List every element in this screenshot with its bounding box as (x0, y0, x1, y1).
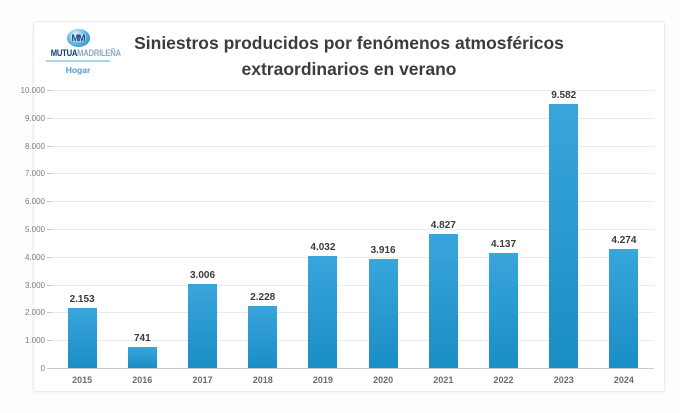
logo-subbrand: Hogar (65, 65, 91, 75)
x-axis-label-2018: 2018 (252, 375, 273, 385)
bar-group-2020: 3.916 (353, 90, 413, 368)
y-axis-label-2.000: 2.000 (24, 308, 45, 318)
bar-2021 (428, 233, 458, 368)
bar-group-2023: 9.582 (534, 90, 594, 368)
x-axis-label-2016: 2016 (132, 375, 153, 385)
x-axis-label-2023: 2023 (553, 375, 574, 385)
x-axis-labels: 2015 2016 2017 2018 2019 2020 2021 2022 2023 2024 (52, 375, 654, 385)
y-axis-label-6.000: 6.000 (24, 197, 45, 207)
bar-value-label-2019: 4.032 (310, 241, 336, 253)
y-axis-label-0: 0 (40, 364, 45, 373)
y-axis-label-8.000: 8.000 (24, 141, 45, 151)
y-tick-mark (47, 145, 52, 147)
bar-value-label-2021: 4.827 (430, 219, 456, 231)
bar-2023 (549, 104, 579, 368)
bars: 2.153 741 3.006 2.228 4.032 3.916 4.827 4.137 9.… (52, 90, 654, 368)
y-axis-label-4.000: 4.000 (24, 252, 45, 262)
x-axis-label-2019: 2019 (312, 375, 333, 385)
x-axis-label-2020: 2020 (373, 375, 394, 385)
y-tick-mark (47, 173, 52, 175)
x-axis-label-2022: 2022 (493, 375, 514, 385)
y-tick-mark (47, 340, 52, 342)
gridline-5.000: 5.000 (25, 225, 654, 234)
bar-2017 (188, 284, 217, 368)
bar-2016 (127, 347, 157, 368)
chart-title-line-2: extraordinarios en verano (241, 59, 457, 79)
bar-group-2015: 2.153 (52, 90, 112, 368)
bar-group-2019: 4.032 (293, 90, 353, 368)
gridline-7.000: 7.000 (25, 169, 654, 178)
y-tick-mark (47, 229, 52, 230)
bar-group-2021: 4.827 (413, 90, 473, 368)
logo-divider-line (46, 60, 110, 62)
mm-globe-icon: MM (66, 29, 90, 47)
logo-brand-name: MUTUAMADRILEÑA (50, 48, 121, 58)
bar-2015 (67, 308, 97, 368)
bar-value-label-2015: 2.153 (69, 294, 95, 306)
gridline-0: 0 (41, 364, 654, 373)
bar-value-label-2017: 3.006 (189, 270, 216, 282)
y-axis-label-3.000: 3.000 (24, 280, 45, 290)
bar-group-2018: 2.228 (233, 90, 293, 368)
x-axis-label-2015: 2015 (72, 375, 93, 385)
bar-2020 (368, 259, 398, 368)
bar-2024 (609, 249, 639, 368)
gridline-3.000: 3.000 (25, 281, 654, 290)
bar-group-2022: 4.137 (473, 90, 533, 368)
y-axis-label-9.000: 9.000 (24, 113, 45, 123)
bar-group-2024: 4.274 (594, 90, 654, 368)
y-tick-mark (47, 284, 52, 286)
mm-monogram: MM (71, 33, 86, 43)
gridline-6.000: 6.000 (25, 197, 654, 206)
y-tick-mark (47, 312, 52, 314)
bar-value-label-2023: 9.582 (551, 90, 577, 101)
chart-title: Siniestros producidos por fenómenos atmo… (34, 30, 664, 82)
bar-value-label-2018: 2.228 (250, 292, 276, 304)
y-axis-label-1.000: 1.000 (24, 336, 45, 346)
gridline-10.000: 10.000 (21, 86, 654, 95)
bar-value-label-2016: 741 (133, 333, 151, 345)
y-tick-mark (47, 90, 52, 91)
gridline-8.000: 8.000 (25, 142, 654, 151)
bar-value-label-2024: 4.274 (611, 235, 637, 247)
plot-area: 0 1.000 2.000 3.000 4.000 5.000 6.000 7.000 8.00… (21, 86, 654, 385)
gridline-9.000: 9.000 (25, 114, 654, 123)
bar-2022 (489, 253, 519, 368)
y-tick-mark (47, 117, 52, 119)
bar-2018 (248, 306, 278, 368)
mutua-madrilena-logo: MM MUTUAMADRILEÑA Hogar (46, 29, 121, 75)
bar-2019 (308, 255, 338, 368)
y-axis-label-5.000: 5.000 (24, 225, 45, 234)
x-axis-label-2021: 2021 (433, 375, 454, 385)
logo-brand-secondary: MADRILEÑA (77, 48, 121, 58)
gridline-2.000: 2.000 (25, 308, 654, 317)
y-tick-mark (47, 256, 52, 258)
bar-value-label-2022: 4.137 (491, 239, 517, 250)
x-axis-label-2017: 2017 (192, 375, 213, 385)
y-tick-mark (47, 368, 52, 369)
logo-brand-primary: MUTUA (50, 48, 78, 58)
chart-title-line-1: Siniestros producidos por fenómenos atmo… (134, 33, 564, 53)
bar-group-2016: 741 (112, 90, 172, 368)
bar-group-2017: 3.006 (172, 90, 232, 368)
y-axis-label-7.000: 7.000 (24, 169, 45, 179)
gridline-1.000: 1.000 (25, 336, 654, 345)
y-tick-mark (47, 201, 52, 203)
bar-value-label-2020: 3.916 (370, 245, 396, 257)
chart-card: MM MUTUAMADRILEÑA Hogar Siniestros produ… (21, 21, 665, 392)
x-axis-label-2024: 2024 (613, 375, 634, 385)
gridline-4.000: 4.000 (25, 253, 654, 262)
y-axis-label-10.000: 10.000 (20, 86, 45, 95)
